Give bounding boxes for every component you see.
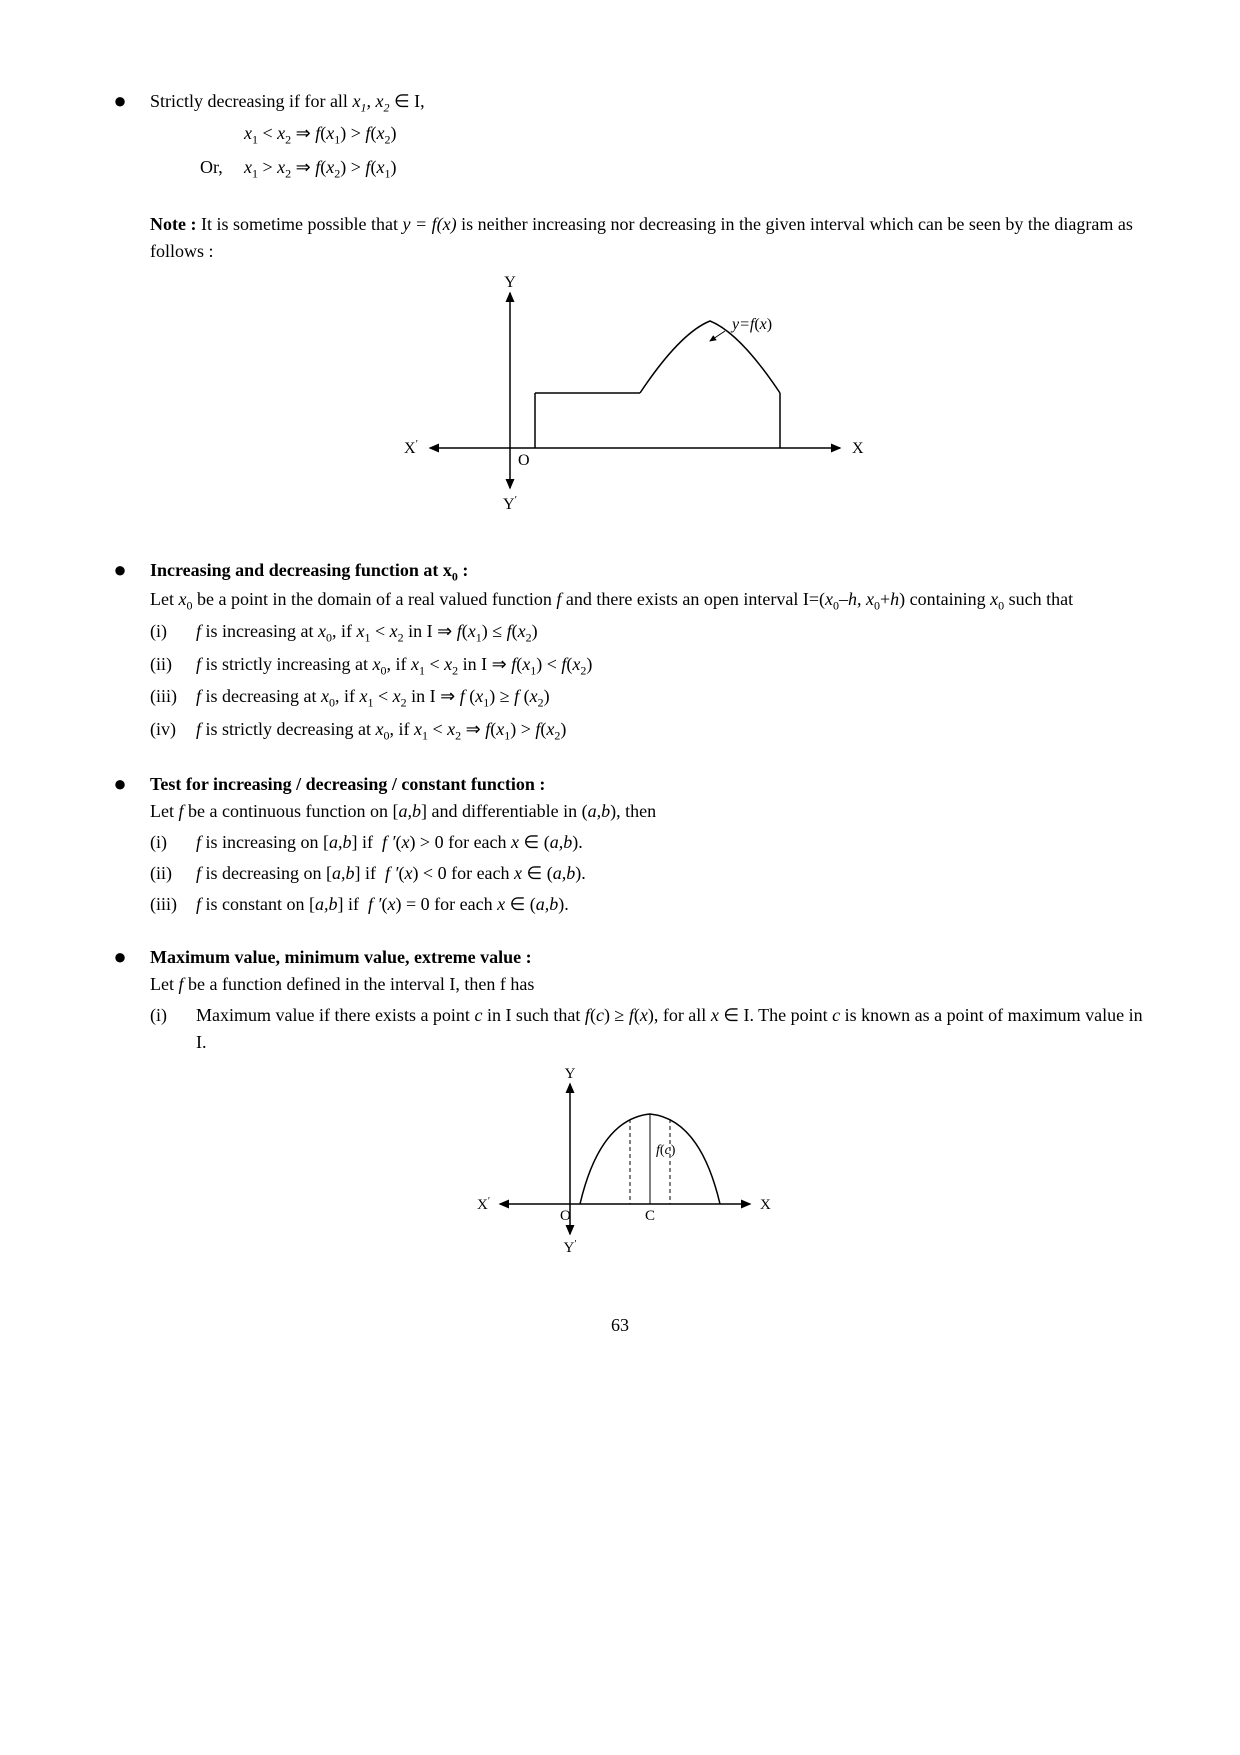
note-text1: It is sometime possible that bbox=[196, 214, 402, 234]
svg-text:X: X bbox=[852, 440, 864, 457]
fig1-svg: Y Y′ X X′ O y=f(x) bbox=[360, 273, 880, 523]
figure-neither-inc-dec: Y Y′ X X′ O y=f(x) bbox=[90, 273, 1150, 531]
svg-text:O: O bbox=[560, 1208, 571, 1224]
bullet-content: Increasing and decreasing function at x0… bbox=[150, 557, 1150, 745]
svg-text:Y′: Y′ bbox=[503, 494, 517, 513]
list-item: (iii)f is constant on [a,b] if f ′(x) = … bbox=[150, 891, 1150, 918]
list-item: (ii)f is strictly increasing at x0, if x… bbox=[150, 651, 1150, 680]
page-number: 63 bbox=[90, 1312, 1150, 1339]
sec4-list: (i)Maximum value if there exists a point… bbox=[150, 1002, 1150, 1056]
sec3-list: (i)f is increasing on [a,b] if f ′(x) > … bbox=[150, 829, 1150, 918]
svg-text:f(c): f(c) bbox=[656, 1143, 676, 1158]
svg-text:X: X bbox=[760, 1197, 771, 1213]
bullet-increasing-decreasing-at-x0: ● Increasing and decreasing function at … bbox=[90, 557, 1150, 745]
bullet-content: Test for increasing / decreasing / const… bbox=[150, 771, 1150, 918]
bullet-marker: ● bbox=[90, 771, 150, 797]
bullet-marker: ● bbox=[90, 88, 150, 114]
svg-text:X′: X′ bbox=[404, 438, 418, 457]
sec1-vars: x1, x2 bbox=[352, 91, 389, 111]
list-item: (iii)f is decreasing at x0, if x1 < x2 i… bbox=[150, 683, 1150, 712]
sec1-math2: Or,x1 > x2 ⇒ f(x2) > f(x1) bbox=[200, 151, 1150, 185]
list-item: (i)f is increasing on [a,b] if f ′(x) > … bbox=[150, 829, 1150, 856]
bullet-marker: ● bbox=[90, 944, 150, 970]
svg-text:y=f(x): y=f(x) bbox=[730, 316, 772, 333]
sec2-para: Let x0 be a point in the domain of a rea… bbox=[150, 586, 1150, 615]
sec2-title: Increasing and decreasing function at x0… bbox=[150, 557, 1150, 586]
list-item: (i)f is increasing at x0, if x1 < x2 in … bbox=[150, 618, 1150, 647]
bullet-marker: ● bbox=[90, 557, 150, 583]
svg-text:Y′: Y′ bbox=[563, 1239, 576, 1256]
list-item: (ii)f is decreasing on [a,b] if f ′(x) <… bbox=[150, 860, 1150, 887]
sec1-intro: Strictly decreasing if for all bbox=[150, 91, 352, 111]
list-item: (i)Maximum value if there exists a point… bbox=[150, 1002, 1150, 1056]
sec3-para: Let f be a continuous function on [a,b] … bbox=[150, 798, 1150, 825]
note-label: Note : bbox=[150, 214, 196, 234]
note-yfx: y = f(x) bbox=[402, 214, 456, 234]
sec1-in: ∈ I, bbox=[389, 91, 424, 111]
bullet-max-min-extreme: ● Maximum value, minimum value, extreme … bbox=[90, 944, 1150, 1056]
svg-text:C: C bbox=[645, 1208, 655, 1224]
sec4-para: Let f be a function defined in the inter… bbox=[150, 971, 1150, 998]
sec3-title: Test for increasing / decreasing / const… bbox=[150, 771, 1150, 798]
bullet-strictly-decreasing: ● Strictly decreasing if for all x1, x2 … bbox=[90, 88, 1150, 185]
bullet-content: Maximum value, minimum value, extreme va… bbox=[150, 944, 1150, 1056]
svg-text:O: O bbox=[518, 452, 530, 469]
bullet-content: Strictly decreasing if for all x1, x2 ∈ … bbox=[150, 88, 1150, 185]
sec2-list: (i)f is increasing at x0, if x1 < x2 in … bbox=[150, 618, 1150, 744]
list-item: (iv)f is strictly decreasing at x0, if x… bbox=[150, 716, 1150, 745]
svg-text:Y: Y bbox=[504, 274, 516, 291]
sec1-math1: x1 < x2 ⇒ f(x1) > f(x2) bbox=[200, 117, 1150, 151]
sec4-title: Maximum value, minimum value, extreme va… bbox=[150, 944, 1150, 971]
note-block: Note : It is sometime possible that y = … bbox=[150, 211, 1150, 265]
figure-maximum-value: Y Y′ X X′ O C f(c) bbox=[90, 1064, 1150, 1272]
svg-text:Y: Y bbox=[565, 1066, 576, 1082]
svg-text:X′: X′ bbox=[477, 1196, 490, 1213]
bullet-test-inc-dec-const: ● Test for increasing / decreasing / con… bbox=[90, 771, 1150, 918]
fig2-svg: Y Y′ X X′ O C f(c) bbox=[460, 1064, 780, 1264]
